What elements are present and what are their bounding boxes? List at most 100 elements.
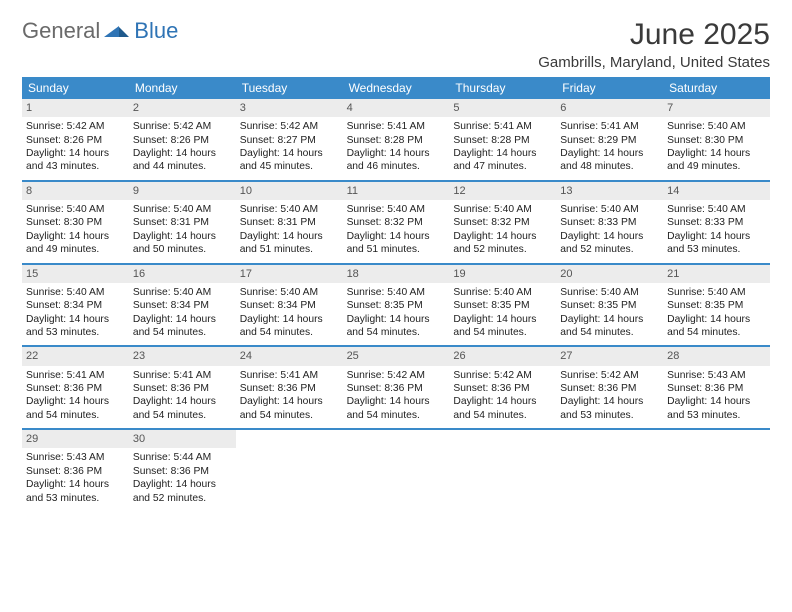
sunset-line: Sunset: 8:30 PM	[667, 134, 766, 147]
calendar-cell: 20Sunrise: 5:40 AMSunset: 8:35 PMDayligh…	[556, 265, 663, 346]
calendar-cell: 21Sunrise: 5:40 AMSunset: 8:35 PMDayligh…	[663, 265, 770, 346]
sunrise-line: Sunrise: 5:41 AM	[240, 369, 339, 382]
sunset-line: Sunset: 8:28 PM	[453, 134, 552, 147]
calendar-cell	[343, 430, 450, 511]
day-header: Friday	[556, 77, 663, 99]
calendar-cell: 23Sunrise: 5:41 AMSunset: 8:36 PMDayligh…	[129, 347, 236, 428]
sunset-line: Sunset: 8:35 PM	[347, 299, 446, 312]
sunrise-line: Sunrise: 5:42 AM	[133, 120, 232, 133]
calendar-cell: 12Sunrise: 5:40 AMSunset: 8:32 PMDayligh…	[449, 182, 556, 263]
sunrise-line: Sunrise: 5:43 AM	[26, 451, 125, 464]
sunrise-line: Sunrise: 5:42 AM	[560, 369, 659, 382]
sunrise-line: Sunrise: 5:40 AM	[26, 203, 125, 216]
daylight-line: Daylight: 14 hours and 53 minutes.	[26, 478, 125, 505]
calendar-cell: 19Sunrise: 5:40 AMSunset: 8:35 PMDayligh…	[449, 265, 556, 346]
daylight-line: Daylight: 14 hours and 54 minutes.	[26, 395, 125, 422]
calendar-cell: 8Sunrise: 5:40 AMSunset: 8:30 PMDaylight…	[22, 182, 129, 263]
sunrise-line: Sunrise: 5:43 AM	[667, 369, 766, 382]
calendar-cell	[449, 430, 556, 511]
sunset-line: Sunset: 8:32 PM	[347, 216, 446, 229]
day-header: Thursday	[449, 77, 556, 99]
sunrise-line: Sunrise: 5:40 AM	[560, 286, 659, 299]
sunrise-line: Sunrise: 5:40 AM	[240, 203, 339, 216]
daylight-line: Daylight: 14 hours and 50 minutes.	[133, 230, 232, 257]
day-number: 18	[343, 265, 450, 283]
calendar-cell: 2Sunrise: 5:42 AMSunset: 8:26 PMDaylight…	[129, 99, 236, 180]
sunset-line: Sunset: 8:34 PM	[240, 299, 339, 312]
calendar-cell: 25Sunrise: 5:42 AMSunset: 8:36 PMDayligh…	[343, 347, 450, 428]
day-number: 4	[343, 99, 450, 117]
daylight-line: Daylight: 14 hours and 54 minutes.	[133, 395, 232, 422]
calendar-cell: 6Sunrise: 5:41 AMSunset: 8:29 PMDaylight…	[556, 99, 663, 180]
sunrise-line: Sunrise: 5:42 AM	[240, 120, 339, 133]
daylight-line: Daylight: 14 hours and 51 minutes.	[347, 230, 446, 257]
day-header: Monday	[129, 77, 236, 99]
day-number: 23	[129, 347, 236, 365]
daylight-line: Daylight: 14 hours and 53 minutes.	[26, 313, 125, 340]
daylight-line: Daylight: 14 hours and 54 minutes.	[667, 313, 766, 340]
calendar-cell: 26Sunrise: 5:42 AMSunset: 8:36 PMDayligh…	[449, 347, 556, 428]
sunrise-line: Sunrise: 5:41 AM	[26, 369, 125, 382]
brand-word1: General	[22, 18, 100, 44]
day-number: 3	[236, 99, 343, 117]
calendar-cell: 14Sunrise: 5:40 AMSunset: 8:33 PMDayligh…	[663, 182, 770, 263]
sunrise-line: Sunrise: 5:40 AM	[560, 203, 659, 216]
sunset-line: Sunset: 8:36 PM	[560, 382, 659, 395]
sunset-line: Sunset: 8:33 PM	[667, 216, 766, 229]
day-number: 15	[22, 265, 129, 283]
sunrise-line: Sunrise: 5:42 AM	[347, 369, 446, 382]
calendar-cell: 28Sunrise: 5:43 AMSunset: 8:36 PMDayligh…	[663, 347, 770, 428]
calendar-grid: SundayMondayTuesdayWednesdayThursdayFrid…	[22, 77, 770, 511]
day-number: 19	[449, 265, 556, 283]
calendar-cell: 18Sunrise: 5:40 AMSunset: 8:35 PMDayligh…	[343, 265, 450, 346]
daylight-line: Daylight: 14 hours and 54 minutes.	[240, 313, 339, 340]
daylight-line: Daylight: 14 hours and 53 minutes.	[667, 230, 766, 257]
daylight-line: Daylight: 14 hours and 46 minutes.	[347, 147, 446, 174]
sunset-line: Sunset: 8:36 PM	[26, 382, 125, 395]
day-number: 1	[22, 99, 129, 117]
brand-word2: Blue	[134, 18, 178, 44]
calendar-cell	[236, 430, 343, 511]
calendar-cell: 24Sunrise: 5:41 AMSunset: 8:36 PMDayligh…	[236, 347, 343, 428]
sunrise-line: Sunrise: 5:40 AM	[347, 203, 446, 216]
daylight-line: Daylight: 14 hours and 54 minutes.	[347, 313, 446, 340]
calendar-cell	[556, 430, 663, 511]
calendar-cell: 3Sunrise: 5:42 AMSunset: 8:27 PMDaylight…	[236, 99, 343, 180]
day-number: 10	[236, 182, 343, 200]
sunset-line: Sunset: 8:26 PM	[133, 134, 232, 147]
day-number: 20	[556, 265, 663, 283]
day-number: 22	[22, 347, 129, 365]
day-number: 16	[129, 265, 236, 283]
sunrise-line: Sunrise: 5:40 AM	[453, 286, 552, 299]
day-header: Sunday	[22, 77, 129, 99]
daylight-line: Daylight: 14 hours and 49 minutes.	[667, 147, 766, 174]
sunset-line: Sunset: 8:36 PM	[347, 382, 446, 395]
sunset-line: Sunset: 8:36 PM	[453, 382, 552, 395]
day-number: 21	[663, 265, 770, 283]
calendar-cell: 9Sunrise: 5:40 AMSunset: 8:31 PMDaylight…	[129, 182, 236, 263]
day-header: Saturday	[663, 77, 770, 99]
daylight-line: Daylight: 14 hours and 45 minutes.	[240, 147, 339, 174]
sunrise-line: Sunrise: 5:40 AM	[240, 286, 339, 299]
sunrise-line: Sunrise: 5:40 AM	[453, 203, 552, 216]
day-number: 29	[22, 430, 129, 448]
calendar-cell: 27Sunrise: 5:42 AMSunset: 8:36 PMDayligh…	[556, 347, 663, 428]
sunrise-line: Sunrise: 5:41 AM	[560, 120, 659, 133]
calendar-cell: 5Sunrise: 5:41 AMSunset: 8:28 PMDaylight…	[449, 99, 556, 180]
day-number: 24	[236, 347, 343, 365]
page-title: June 2025	[538, 18, 770, 52]
day-header: Tuesday	[236, 77, 343, 99]
sunset-line: Sunset: 8:26 PM	[26, 134, 125, 147]
sunset-line: Sunset: 8:36 PM	[240, 382, 339, 395]
sunset-line: Sunset: 8:31 PM	[133, 216, 232, 229]
daylight-line: Daylight: 14 hours and 53 minutes.	[560, 395, 659, 422]
day-number: 2	[129, 99, 236, 117]
calendar-cell: 17Sunrise: 5:40 AMSunset: 8:34 PMDayligh…	[236, 265, 343, 346]
daylight-line: Daylight: 14 hours and 54 minutes.	[347, 395, 446, 422]
calendar-cell: 1Sunrise: 5:42 AMSunset: 8:26 PMDaylight…	[22, 99, 129, 180]
sunset-line: Sunset: 8:34 PM	[133, 299, 232, 312]
sunset-line: Sunset: 8:36 PM	[133, 465, 232, 478]
sunrise-line: Sunrise: 5:40 AM	[667, 120, 766, 133]
daylight-line: Daylight: 14 hours and 49 minutes.	[26, 230, 125, 257]
day-number: 12	[449, 182, 556, 200]
